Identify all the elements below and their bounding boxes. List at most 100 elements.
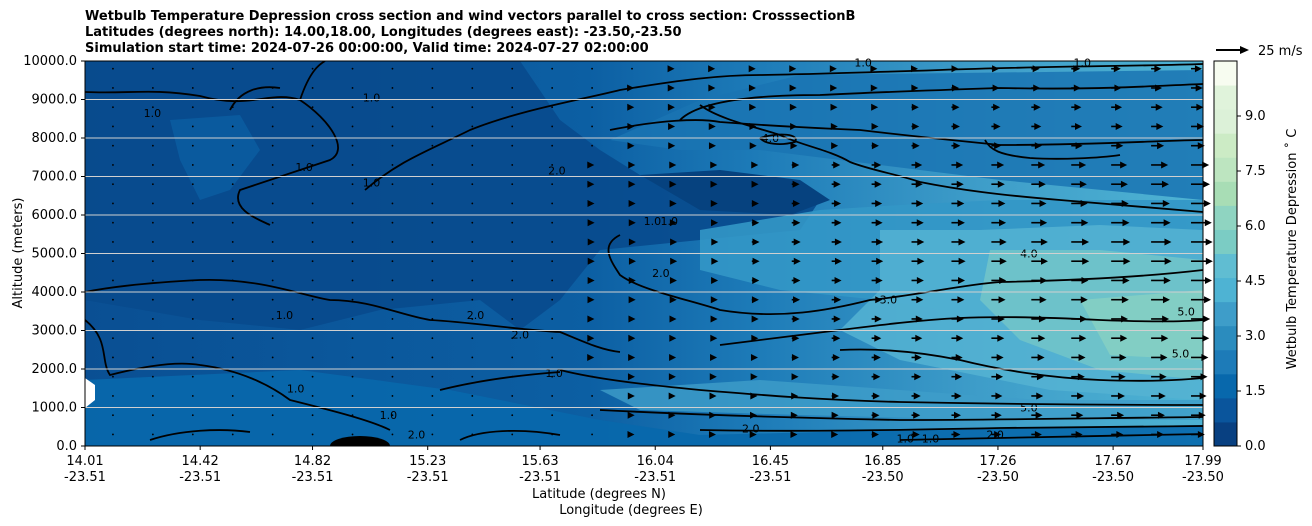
wind-vector [1151, 353, 1168, 361]
wind-vector [551, 433, 554, 436]
x-tick-lat: 17.26 [979, 454, 1016, 469]
wind-vector [151, 87, 154, 89]
wind-vector [668, 430, 676, 438]
wind-vector [431, 144, 434, 147]
wind-vector [708, 65, 716, 73]
wind-vector [151, 356, 154, 359]
wind-vector [311, 202, 314, 205]
wind-vector [708, 142, 716, 150]
wind-vector [311, 395, 314, 397]
wind-vector [710, 296, 718, 304]
colorbar-segment [1214, 349, 1237, 375]
title-line-3: Simulation start time: 2024-07-26 00:00:… [85, 41, 649, 56]
wind-vector [831, 219, 842, 227]
colorbar-segment [1214, 157, 1237, 182]
wind-vector [1031, 142, 1042, 150]
wind-vector [750, 392, 758, 400]
wind-vector [591, 395, 593, 397]
wind-vector [231, 87, 234, 89]
wind-vector [231, 221, 234, 224]
wind-vector [551, 414, 554, 417]
wind-vector [551, 298, 554, 301]
y-tick-label: 0.0 [56, 439, 77, 454]
wind-vector [471, 202, 474, 205]
wind-vector [951, 122, 960, 130]
wind-vector [748, 84, 756, 92]
wind-vector [1071, 122, 1082, 130]
wind-vector [191, 356, 194, 359]
wind-vector [1111, 430, 1124, 438]
wind-vector [431, 183, 434, 186]
wind-vector [669, 276, 677, 284]
wind-vector [871, 238, 884, 246]
wind-vector [1151, 103, 1163, 111]
contour-label: 1.0 [380, 409, 398, 422]
contour-label: 2.0 [512, 328, 530, 341]
wind-vector [191, 318, 194, 320]
wind-vector [751, 296, 759, 304]
wind-vector [1111, 334, 1128, 342]
wind-vector [1191, 180, 1211, 188]
wind-vector [112, 183, 114, 186]
wind-vector [669, 334, 677, 342]
wind-vector [1191, 142, 1205, 150]
wind-vector [628, 276, 636, 284]
wind-vector [311, 125, 314, 128]
wind-vector [511, 164, 514, 166]
wind-vector [628, 334, 636, 342]
wind-vector [112, 202, 114, 205]
wind-vector [751, 334, 759, 342]
wind-vector [311, 144, 314, 147]
wind-vector [391, 67, 394, 70]
wind-vector [431, 279, 434, 282]
wind-vector [951, 296, 965, 304]
wind-vector [1151, 65, 1162, 73]
wind-vector [911, 161, 923, 169]
wind-vector [271, 395, 274, 397]
wind-vector [1191, 373, 1208, 381]
wind-vector [991, 103, 1001, 111]
wind-vector [911, 199, 924, 207]
wind-vector [351, 298, 354, 301]
wind-vector [112, 337, 114, 340]
contour-labels: 1.01.01.01.02.01.0 1.04.02.03.04.05.05.05… [144, 57, 1195, 446]
wind-vector [711, 276, 719, 284]
chart-title: Wetbulb Temperature Depression cross sec… [85, 9, 855, 57]
wind-vector [351, 67, 354, 70]
wind-vector [1151, 84, 1163, 92]
wind-vector [668, 392, 676, 400]
wind-vector [991, 180, 1005, 188]
wind-vector [431, 106, 434, 109]
x-tick-lon: -23.51 [64, 470, 106, 485]
wind-vector [471, 221, 474, 224]
wind-vector [1031, 103, 1041, 111]
wind-vector [551, 125, 554, 128]
wind-vector [669, 199, 677, 207]
wind-vector [710, 334, 718, 342]
wind-vector [1031, 84, 1041, 92]
wind-vector [391, 144, 394, 147]
wind-vector [231, 414, 234, 417]
wind-vector [991, 219, 1007, 227]
wind-vector [791, 219, 801, 227]
wind-vector [431, 395, 434, 397]
wind-vector [670, 238, 678, 246]
wind-vector [311, 106, 314, 109]
wind-vector [1031, 315, 1046, 323]
contour-label: 1.0 [854, 57, 872, 70]
wind-vector [749, 142, 757, 150]
wind-vector [791, 392, 799, 400]
wind-vector [628, 199, 636, 207]
colorbar-segment [1214, 301, 1237, 327]
y-tick-label: 10000.0 [23, 54, 77, 69]
wind-vector [271, 318, 274, 320]
x-tick-lon: -23.51 [292, 470, 334, 485]
wind-vector [710, 161, 718, 169]
y-tick-label: 7000.0 [32, 170, 78, 185]
wind-vector [1191, 65, 1202, 73]
wind-vector [951, 161, 964, 169]
wind-vector [231, 106, 234, 109]
contour-label: 2.0 [742, 423, 760, 436]
wind-vector [511, 241, 514, 243]
gridlines [85, 99, 1203, 408]
